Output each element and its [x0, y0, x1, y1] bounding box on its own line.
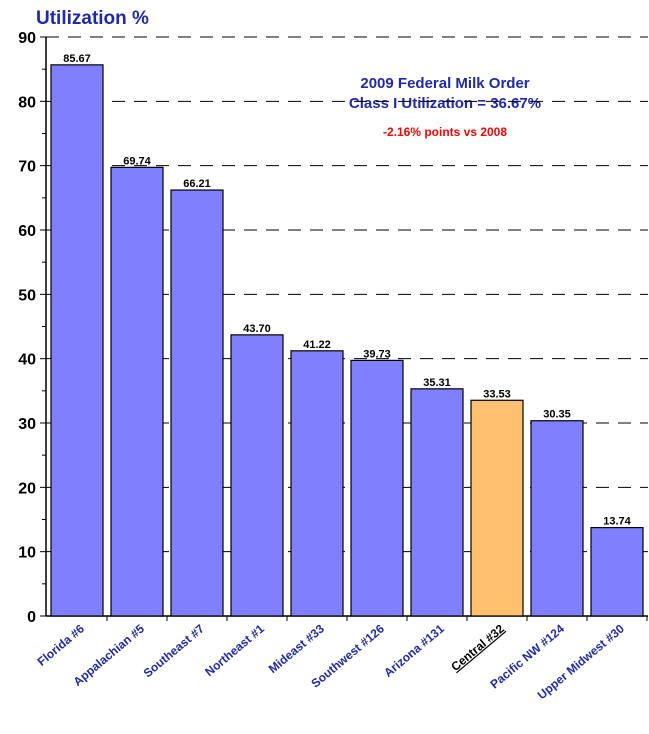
bar: [230, 334, 284, 617]
annotation-utilization: Class I Utilization = 36.67%: [348, 95, 542, 112]
y-tick-label: 60: [18, 223, 36, 240]
bar: [290, 350, 344, 617]
y-tick-label: 70: [18, 159, 36, 176]
x-tick-label: Florida #6: [35, 621, 88, 668]
bar: [470, 399, 524, 617]
x-tick-label: Southeast #7: [141, 621, 207, 680]
data-label: 41.22: [303, 339, 331, 351]
data-label: 35.31: [423, 377, 451, 389]
bar: [50, 64, 104, 617]
data-label: 30.35: [543, 409, 571, 421]
annotation-title: 2009 Federal Milk Order: [360, 75, 530, 92]
data-label: 39.73: [363, 348, 391, 360]
y-tick-label: 30: [18, 416, 36, 433]
y-tick-label: 40: [18, 352, 36, 369]
data-label: 13.74: [603, 516, 631, 528]
data-label: 85.67: [63, 53, 91, 65]
bar: [410, 388, 464, 617]
bar: [350, 359, 404, 617]
y-tick-label: 0: [27, 609, 36, 626]
bar: [170, 189, 224, 617]
y-tick-label: 80: [18, 94, 36, 111]
x-tick-label: Northeast #1: [202, 621, 267, 679]
y-tick-label: 10: [18, 545, 36, 562]
data-label: 43.70: [243, 323, 271, 335]
data-label: 33.53: [483, 388, 511, 400]
annotation-change: -2.16% points vs 2008: [382, 125, 508, 139]
x-tick-label: Mideast #33: [266, 621, 327, 676]
y-axis-title: Utilization %: [36, 8, 149, 29]
y-tick-label: 20: [18, 480, 36, 497]
y-tick-label: 90: [18, 30, 36, 47]
data-label: 69.74: [123, 155, 151, 167]
x-tick-label: Arizona #131: [381, 621, 447, 680]
x-tick-label: Central #32: [448, 621, 507, 674]
data-label: 66.21: [183, 178, 211, 190]
y-tick-label: 50: [18, 287, 36, 304]
bar: [590, 527, 644, 617]
bar: [530, 420, 584, 617]
bar: [110, 166, 164, 617]
